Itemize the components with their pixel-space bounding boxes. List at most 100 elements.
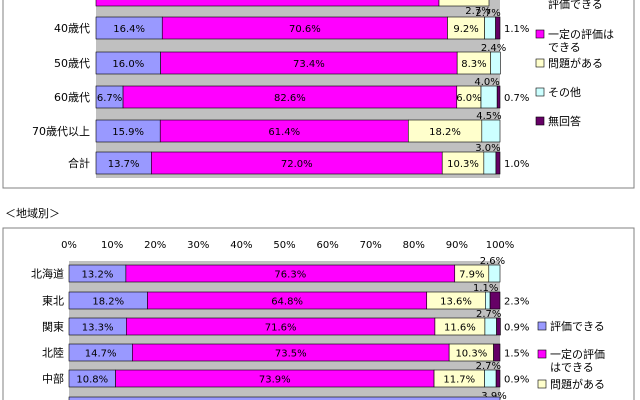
data-label: 18.2% <box>92 297 124 308</box>
legend-label: 一定の評価は <box>548 27 614 41</box>
data-label: 6.0% <box>456 93 481 104</box>
legend-label: 一定の評価 <box>550 347 605 361</box>
x-tick-label: 40% <box>230 240 252 251</box>
data-label: 71.6% <box>265 323 297 334</box>
bar-segment <box>438 0 490 7</box>
bar-segment <box>95 0 440 7</box>
legend-label: 問題がある <box>550 377 605 391</box>
data-label: 6.7% <box>97 93 122 104</box>
data-label: 15.9% <box>112 127 144 138</box>
bar-segment <box>480 85 498 109</box>
data-label: 76.3% <box>274 270 306 281</box>
legend-label: 無回答 <box>548 114 581 128</box>
category-label: 関東 <box>42 321 64 334</box>
x-tick-label: 0% <box>61 240 77 251</box>
x-tick-label: 90% <box>446 240 468 251</box>
category-label: 東北 <box>42 295 64 308</box>
data-label: 7.9% <box>459 270 484 281</box>
data-label: 11.7% <box>443 375 475 386</box>
data-label: 13.3% <box>82 323 114 334</box>
legend-label: その他 <box>548 86 581 99</box>
data-label: 8.3% <box>461 59 486 70</box>
data-label: 16.4% <box>113 24 145 35</box>
legend-label: 評価できる <box>548 0 603 11</box>
legend-swatch <box>535 58 545 68</box>
x-tick-label: 80% <box>403 240 425 251</box>
data-label: 72.0% <box>281 159 313 170</box>
data-label: 73.9% <box>259 375 291 386</box>
category-label: 40歳代 <box>54 22 90 35</box>
x-tick-label: 60% <box>316 240 338 251</box>
bar-segment <box>496 317 501 336</box>
bar-segment <box>483 151 497 175</box>
data-label: 2.4% <box>481 43 506 54</box>
legend-label: できる <box>548 41 581 54</box>
data-label: 70.6% <box>289 24 321 35</box>
legend-label: はできる <box>550 361 594 374</box>
legend-label: 評価できる <box>550 319 605 333</box>
bar-segment <box>484 369 497 388</box>
data-label: 73.4% <box>293 59 325 70</box>
data-label: 1.0% <box>504 159 529 170</box>
legend-swatch <box>535 87 545 97</box>
bar-segment <box>496 85 501 109</box>
legend-swatch <box>535 29 545 39</box>
data-label: 9.2% <box>453 24 478 35</box>
category-label: 60歳代 <box>54 91 90 104</box>
chart2-x-axis: 0% 10% 20% 30% 40% 50% 60% 70% 80% 90% 100% <box>61 240 514 251</box>
data-label: 0.9% <box>504 323 529 334</box>
bar-segment <box>484 317 497 336</box>
bar-segment <box>485 291 491 310</box>
data-label: 82.6% <box>274 93 306 104</box>
data-label: 2.3% <box>504 297 529 308</box>
x-tick-label: 50% <box>273 240 295 251</box>
data-label: 2.7% <box>476 361 501 372</box>
bar-segment <box>495 151 501 175</box>
data-label: 11.6% <box>444 323 476 334</box>
data-label: 10.3% <box>455 349 487 360</box>
category-label: 北海道 <box>31 267 64 281</box>
legend-label: 問題がある <box>548 56 603 70</box>
legend-swatch <box>537 349 547 359</box>
category-label: 北陸 <box>42 347 64 360</box>
data-label: 73.5% <box>275 349 307 360</box>
data-label: 2.7% <box>475 8 500 19</box>
data-label: 13.2% <box>82 270 114 281</box>
x-tick-label: 30% <box>187 240 209 251</box>
data-label: 0.7% <box>504 93 529 104</box>
bar-segment <box>493 343 501 362</box>
data-label: 16.0% <box>112 59 144 70</box>
chart1-marks: 2.7% 40歳代 16.4% 70.6% 9.2% 2.7% 1.1% 50歳代 16.0% 7… <box>32 0 529 175</box>
chart2-marks: 北海道 13.2% 76.3% 7.9%2.6%東北 18.2% 64.8% 13.6%1.… <box>31 256 529 400</box>
data-label: 18.2% <box>429 127 461 138</box>
data-label: 4.0% <box>474 77 499 88</box>
bar-segment <box>489 291 501 310</box>
category-label: 50歳代 <box>54 57 90 70</box>
data-label: 3.9% <box>481 391 506 400</box>
bar-segment <box>481 119 501 143</box>
x-tick-label: 70% <box>360 240 382 251</box>
bar-segment <box>68 396 501 400</box>
bar-segment <box>484 16 496 40</box>
data-label: 2.7% <box>465 6 490 17</box>
data-label: 13.7% <box>108 159 140 170</box>
data-label: 1.5% <box>504 349 529 360</box>
bar-segment <box>490 51 501 75</box>
legend-swatch <box>537 379 547 389</box>
x-tick-label: 100% <box>486 240 515 251</box>
section-title: ＜地域別＞ <box>5 207 60 220</box>
data-label: 0.9% <box>504 375 529 386</box>
data-label: 4.5% <box>476 111 501 122</box>
bar-segment <box>488 264 501 283</box>
data-label: 1.1% <box>473 283 498 294</box>
category-label: 中部 <box>42 372 64 386</box>
data-label: 3.0% <box>475 143 500 154</box>
data-label: 2.6% <box>480 256 505 267</box>
legend-swatch <box>537 321 547 331</box>
bar-segment <box>495 369 501 388</box>
data-label: 1.1% <box>504 24 529 35</box>
data-label: 2.7% <box>476 309 501 320</box>
data-label: 14.7% <box>85 349 117 360</box>
